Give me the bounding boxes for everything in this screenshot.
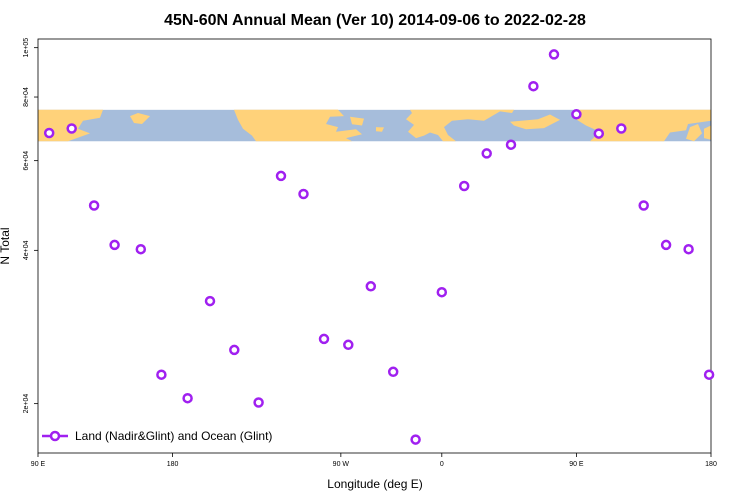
x-tick-label: 0 [440,461,444,468]
legend-marker [49,430,61,442]
data-point [156,369,167,380]
data-point [387,366,399,378]
map-land [704,125,711,140]
data-point [365,281,377,292]
x-tick-label: 180 [167,461,179,468]
map-land [300,109,338,118]
y-tick-label: 4e+04 [23,240,30,260]
y-tick-label: 2e+04 [23,394,30,414]
data-point [318,333,330,345]
data-point [43,127,55,139]
x-axis-label: Longitude (deg E) [327,477,422,491]
data-point [253,397,264,408]
chart-title: 45N-60N Annual Mean (Ver 10) 2014-09-06 … [164,12,586,29]
data-point [436,286,448,298]
data-point [88,200,100,211]
data-point [135,243,147,255]
data-point [616,123,627,134]
legend-label: Land (Nadir&Glint) and Ocean (Glint) [75,429,272,443]
plot-frame [37,38,712,454]
y-tick-label: 8e+04 [23,87,30,107]
data-point [593,128,605,139]
map-land [130,113,150,124]
data-point [458,180,470,192]
data-point [229,344,240,356]
legend: Land (Nadir&Glint) and Ocean (Glint) [42,429,272,443]
x-tick-label: 90 E [31,461,46,468]
x-tick-label: 90 E [569,461,584,468]
data-point [182,392,193,404]
y-axis: 2e+04 4e+04 6e+04 8e+04 1e+05 [23,38,38,414]
y-tick-label: 1e+05 [23,38,30,58]
map-land [406,109,514,142]
data-point [410,434,421,445]
map-land [350,116,364,126]
data-point [528,80,539,92]
data-point [66,123,77,134]
data-point [703,369,715,380]
data-point [298,188,309,200]
data-point [683,243,694,255]
data-point [109,239,120,251]
map-land [510,114,560,130]
y-axis-label: N Total [0,227,12,264]
plot-area [37,38,712,454]
x-axis: 90 E 180 90 W 0 90 E 180 [31,453,717,468]
data-point [343,339,354,351]
data-series [43,49,715,445]
y-tick-label: 6e+04 [23,151,30,171]
x-tick-label: 180 [705,461,717,468]
map-land [686,124,702,142]
map-land [234,109,362,142]
data-point [505,139,517,150]
data-point [204,295,216,307]
map-land [376,127,384,132]
world-map-strip [38,109,711,142]
data-point [638,200,649,211]
data-point [660,239,672,251]
data-point [481,148,492,159]
data-point [275,170,287,182]
x-tick-label: 90 W [333,461,350,468]
data-point [548,49,560,60]
data-point [571,109,582,120]
map-land [576,109,711,142]
